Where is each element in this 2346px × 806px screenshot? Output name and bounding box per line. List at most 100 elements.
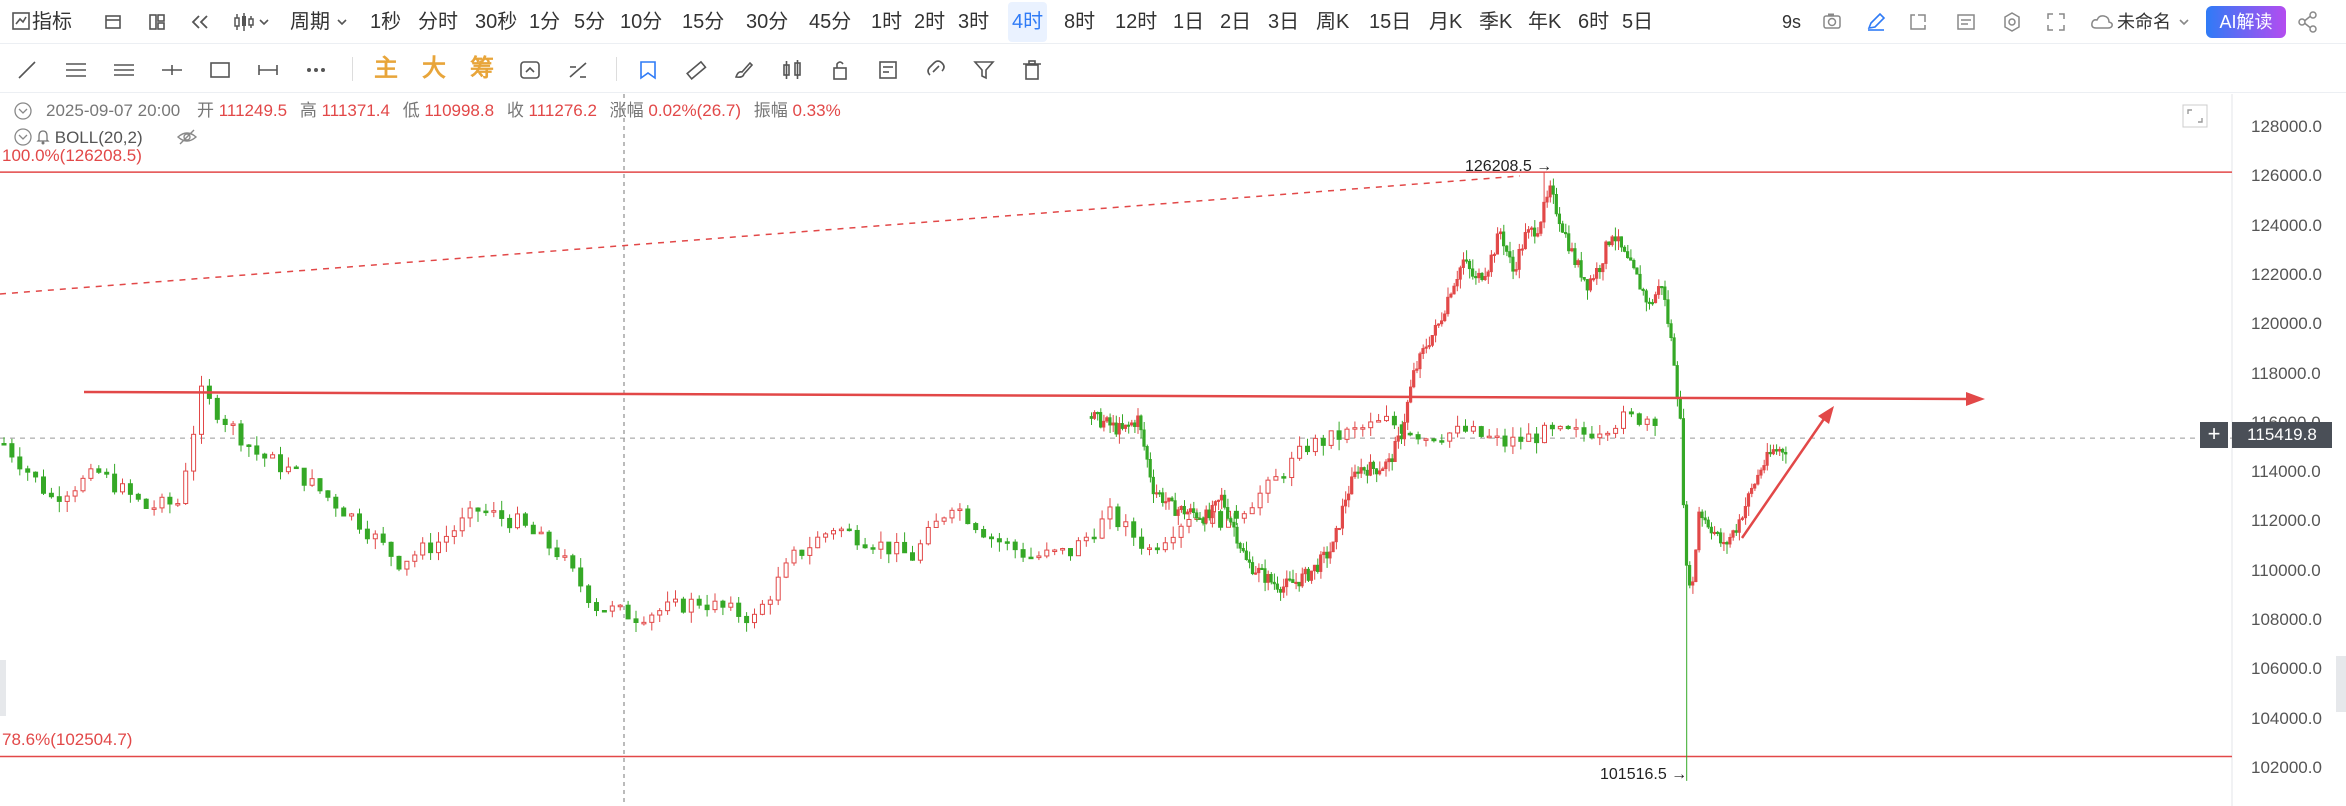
quote-icon[interactable] xyxy=(1956,12,1976,32)
share-icon[interactable] xyxy=(2298,11,2318,33)
eye-off-icon[interactable] xyxy=(176,128,198,146)
horizontal-ray-icon[interactable] xyxy=(160,59,184,81)
period-label[interactable]: 周期 xyxy=(290,11,330,33)
pen-icon[interactable] xyxy=(1866,12,1886,32)
candle-body xyxy=(309,478,315,486)
candles-icon[interactable] xyxy=(780,59,804,81)
tab-timeframe[interactable]: 3日 xyxy=(1268,11,1300,33)
chevron-down-icon[interactable] xyxy=(336,17,348,27)
main-force-tool[interactable]: 主 xyxy=(374,55,398,82)
magnet-icon[interactable] xyxy=(566,59,590,81)
tab-timeframe[interactable]: 1时 xyxy=(871,11,903,33)
workspace-name[interactable]: 未命名 xyxy=(2117,12,2171,32)
indicator-label[interactable]: 指标 xyxy=(32,11,72,33)
candle-body xyxy=(1694,549,1698,583)
tab-timeframe[interactable]: 周K xyxy=(1316,11,1350,33)
trash-icon[interactable] xyxy=(1020,59,1044,81)
candle-body xyxy=(1123,424,1127,429)
replay-icon[interactable] xyxy=(190,13,210,31)
bookmark-icon[interactable] xyxy=(636,59,660,81)
trend-line-icon[interactable] xyxy=(16,59,38,81)
tab-timeframe[interactable]: 3时 xyxy=(958,11,990,33)
tab-timeframe[interactable]: 年K xyxy=(1528,11,1562,33)
chevron-down-icon[interactable] xyxy=(258,17,270,27)
price-axis-label: 108000.0 xyxy=(2251,610,2322,629)
tab-timeframe[interactable]: 季K xyxy=(1479,11,1513,33)
fullscreen-exit-icon[interactable] xyxy=(1908,12,1928,32)
candle-body xyxy=(1405,401,1410,423)
candle-body xyxy=(1483,276,1487,281)
tab-timeframe[interactable]: 1秒 xyxy=(370,11,402,33)
collapse-icon[interactable] xyxy=(14,128,32,146)
price-axis-label: 124000.0 xyxy=(2251,215,2322,235)
candle-body xyxy=(1320,437,1326,446)
candle-body xyxy=(1178,525,1184,538)
camera-icon[interactable] xyxy=(1822,12,1842,30)
add-alert-button[interactable]: + xyxy=(2200,422,2228,448)
ray-arrowhead xyxy=(1966,392,1985,406)
candle-body xyxy=(1412,370,1416,388)
candle-body xyxy=(1337,527,1341,531)
candle-body xyxy=(1154,492,1158,495)
candle-body xyxy=(1322,551,1326,556)
measure-icon[interactable] xyxy=(256,59,280,81)
note-icon[interactable] xyxy=(876,59,900,81)
big-order-tool[interactable]: 大 xyxy=(422,55,446,82)
ai-interpret-button[interactable]: AI解读 xyxy=(2206,6,2286,38)
collapse-icon[interactable] xyxy=(14,102,32,120)
horizontal-lines-icon[interactable] xyxy=(112,59,136,81)
sync-icon[interactable] xyxy=(518,59,542,81)
tab-timeframe[interactable]: 月K xyxy=(1429,11,1463,33)
tab-timeframe[interactable]: 2时 xyxy=(914,11,946,33)
candle-body xyxy=(1068,548,1073,557)
expand-icon[interactable] xyxy=(2046,12,2066,32)
candle-type-icon[interactable] xyxy=(232,11,254,33)
maximize-chart-icon[interactable] xyxy=(2182,104,2208,128)
layout-icon[interactable] xyxy=(148,13,166,31)
candle-body xyxy=(1725,542,1729,545)
tab-timeframe[interactable]: 4时 xyxy=(1008,2,1048,42)
tab-timeframe[interactable]: 6时 xyxy=(1578,11,1610,33)
indicator-name[interactable]: BOLL(20,2) xyxy=(54,128,143,147)
tab-timeframe[interactable]: 1日 xyxy=(1173,11,1205,33)
tab-timeframe[interactable]: 12时 xyxy=(1115,11,1158,33)
tab-timeframe[interactable]: 15分 xyxy=(682,11,725,33)
template-icon[interactable] xyxy=(104,13,122,31)
candle-body xyxy=(1440,320,1444,325)
tab-timeframe[interactable]: 8时 xyxy=(1064,11,1096,33)
chevron-down-icon[interactable] xyxy=(2178,17,2190,27)
rectangle-icon[interactable] xyxy=(208,59,232,81)
brush-icon[interactable] xyxy=(732,59,756,81)
bell-icon[interactable] xyxy=(36,129,50,145)
candle-body xyxy=(1458,267,1462,280)
right-panel-handle[interactable] xyxy=(2336,656,2346,712)
candle-body xyxy=(127,483,133,495)
candlestick-chart[interactable] xyxy=(0,94,2346,806)
left-panel-handle[interactable] xyxy=(0,660,6,716)
filter-icon[interactable] xyxy=(972,59,996,81)
parallel-channel-icon[interactable] xyxy=(64,59,88,81)
ruler-icon[interactable] xyxy=(684,59,708,81)
cloud-icon[interactable] xyxy=(2090,13,2114,31)
candle-body xyxy=(1585,279,1589,291)
indicator-icon[interactable] xyxy=(12,12,30,30)
tab-timeframe[interactable]: 5分 xyxy=(574,11,606,33)
tab-timeframe[interactable]: 10分 xyxy=(620,11,663,33)
candle-body xyxy=(1325,551,1329,559)
tab-timeframe[interactable]: 1分 xyxy=(529,11,561,33)
tab-timeframe[interactable]: 2日 xyxy=(1220,11,1252,33)
candle-body xyxy=(1474,276,1478,279)
tab-timeframe[interactable]: 30分 xyxy=(746,11,789,33)
tab-timeframe[interactable]: 45分 xyxy=(809,11,852,33)
tab-timeframe[interactable]: 15日 xyxy=(1369,11,1412,33)
candle-body xyxy=(1709,526,1713,534)
tab-timeframe[interactable]: 分时 xyxy=(418,11,458,33)
candle-body xyxy=(1542,201,1546,223)
tab-timeframe[interactable]: 30秒 xyxy=(475,11,518,33)
tab-timeframe[interactable]: 5日 xyxy=(1622,11,1654,33)
more-icon[interactable] xyxy=(304,59,328,81)
lock-icon[interactable] xyxy=(828,59,852,81)
link-icon[interactable] xyxy=(924,59,948,81)
settings-icon[interactable] xyxy=(2002,12,2022,32)
chip-tool[interactable]: 筹 xyxy=(470,55,494,82)
